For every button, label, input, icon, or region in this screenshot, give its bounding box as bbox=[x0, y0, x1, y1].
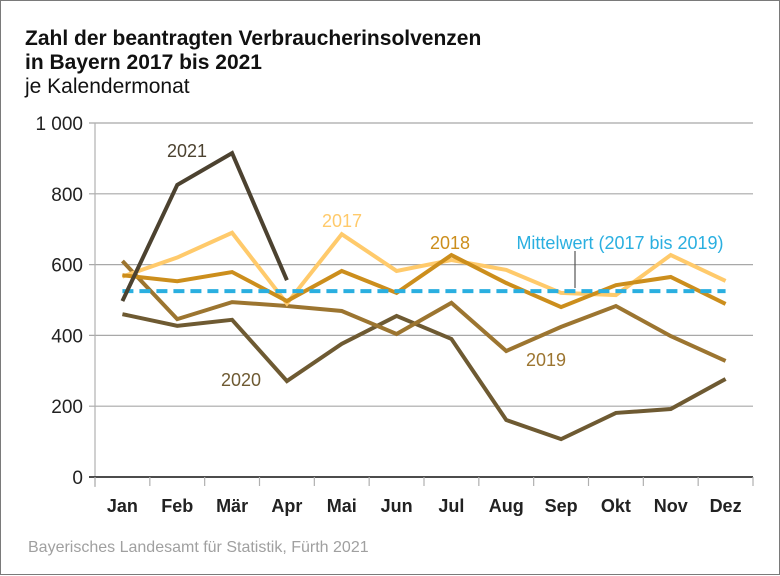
gridlines bbox=[89, 122, 753, 407]
x-tick-label: Okt bbox=[601, 496, 631, 516]
x-tick-label: Nov bbox=[654, 496, 688, 516]
x-tick-label: Sep bbox=[545, 496, 578, 516]
series-line-2020 bbox=[121, 312, 727, 442]
series-label-2017: 2017 bbox=[322, 211, 362, 231]
y-axis: 0 200 400 600 800 1 000 bbox=[35, 114, 96, 489]
x-tick-label: Mai bbox=[327, 496, 357, 516]
x-tick-label: Feb bbox=[161, 496, 193, 516]
source-note: Bayerisches Landesamt für Statistik, Für… bbox=[28, 539, 369, 556]
series-label-2019: 2019 bbox=[526, 350, 566, 370]
y-tick-label: 400 bbox=[51, 326, 83, 347]
x-tick-label: Jan bbox=[107, 496, 138, 516]
x-tick-label: Dez bbox=[710, 496, 742, 516]
chart-title: Zahl der beantragten Verbraucherinsolven… bbox=[25, 27, 482, 50]
series-label-mean: Mittelwert (2017 bis 2019) bbox=[516, 233, 723, 253]
series-line-2017 bbox=[121, 230, 727, 307]
series-line-2021 bbox=[120, 150, 289, 302]
y-tick-label: 600 bbox=[51, 256, 83, 277]
chart-subtitle: je Kalendermonat bbox=[25, 75, 190, 98]
series-labels: 2021 2017 2018 2019 2020 Mittelwert (2017 bis… bbox=[167, 141, 724, 390]
chart-title-line2: in Bayern 2017 bis 2021 bbox=[25, 51, 262, 74]
series-label-2018: 2018 bbox=[430, 233, 470, 253]
x-axis: Jan Feb Mär Apr Mai Jun Jul Aug Sep Okt Nov Dez bbox=[89, 476, 754, 516]
series-label-2020: 2020 bbox=[221, 370, 261, 390]
x-tick-label: Apr bbox=[271, 496, 302, 516]
series-lines bbox=[120, 150, 727, 442]
y-tick-label: 1 000 bbox=[35, 114, 83, 135]
y-tick-label: 800 bbox=[51, 185, 83, 206]
y-tick-label: 200 bbox=[51, 397, 83, 418]
series-label-2021: 2021 bbox=[167, 141, 207, 161]
x-tick-label: Jul bbox=[438, 496, 464, 516]
x-tick-label: Mär bbox=[216, 496, 248, 516]
series-line-2019 bbox=[120, 259, 727, 363]
x-tick-label: Jun bbox=[381, 496, 413, 516]
y-tick-label: 0 bbox=[72, 468, 83, 489]
x-tick-label: Aug bbox=[489, 496, 524, 516]
series-line-2018 bbox=[122, 252, 727, 310]
